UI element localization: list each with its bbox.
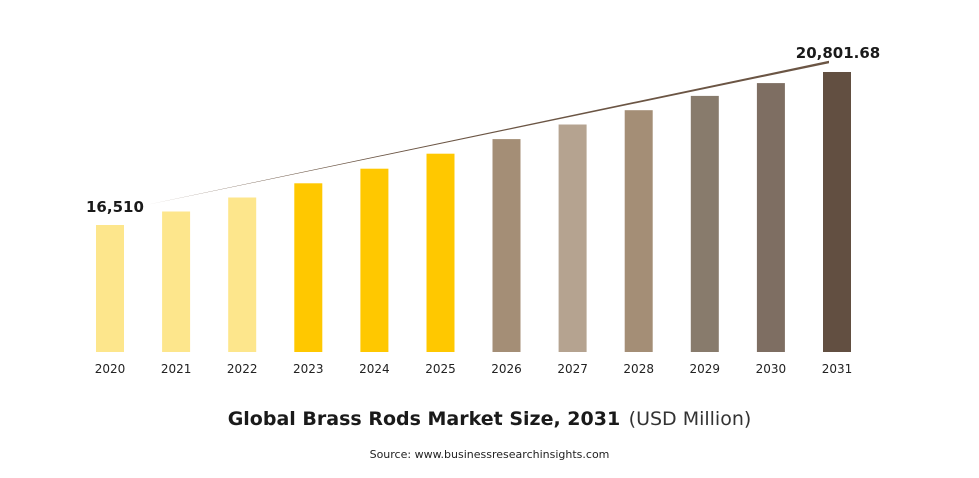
x-tick-label-2023: 2023 [293,362,324,376]
bar-2023 [294,183,323,352]
x-tick-label-2026: 2026 [491,362,522,376]
bar-2031 [823,72,851,352]
data-label-2031: 20,801.68 [796,44,880,62]
bar-2029 [690,95,719,353]
bar-2026 [492,139,521,352]
x-tick-label-2022: 2022 [227,362,258,376]
chart-title: Global Brass Rods Market Size, 2031 (USD… [0,408,979,430]
x-tick-label-2028: 2028 [623,362,654,376]
x-tick-label-2021: 2021 [161,362,192,376]
x-tick-label-2024: 2024 [359,362,390,376]
x-tick-label-2031: 2031 [822,362,853,376]
x-tick-label-2027: 2027 [557,362,588,376]
x-tick-label-2030: 2030 [756,362,787,376]
bar-2027 [558,124,587,352]
x-tick-label-2029: 2029 [690,362,721,376]
bar-2020 [96,225,124,352]
trend-line [146,60,829,205]
source-note: Source: www.businessresearchinsights.com [369,448,610,461]
bar-2022 [228,197,257,352]
bar-2025 [426,153,455,352]
bar-2030 [756,83,785,352]
bar-2028 [624,110,653,352]
bar-chart: 2020 2021 2022 2023 2024 2025 2026 2027 2028 2029… [86,44,880,376]
x-tick-label-2025: 2025 [425,362,456,376]
bar-2024 [360,168,389,352]
chart-unit-text: (USD Million) [628,408,752,430]
bar-2021 [162,211,191,352]
data-label-2020: 16,510 [86,198,144,216]
x-tick-label-2020: 2020 [95,362,126,376]
chart-title-text: Global Brass Rods Market Size, 2031 [227,408,621,430]
